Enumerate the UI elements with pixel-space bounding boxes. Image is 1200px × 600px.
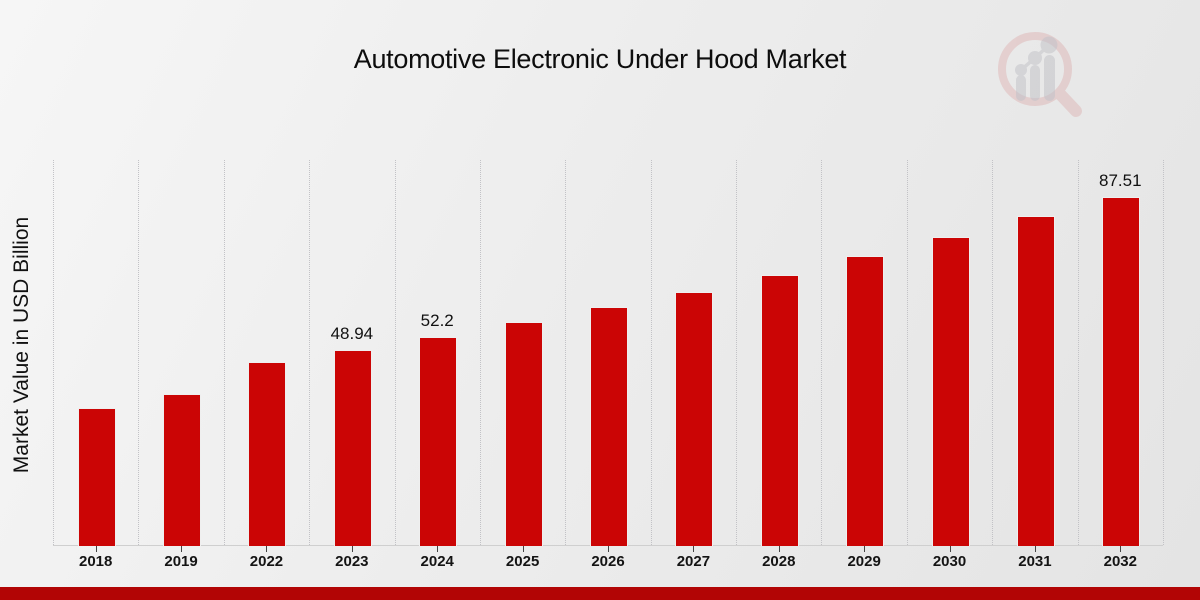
gridline (736, 160, 738, 545)
gridline (906, 160, 908, 545)
bar-2032 (1102, 197, 1141, 546)
x-axis-tick (864, 546, 866, 552)
bar-2022 (248, 362, 287, 546)
bar-2018 (77, 408, 116, 546)
gridline (53, 160, 54, 545)
x-axis-label-2023: 2023 (335, 553, 369, 570)
bar-2026 (590, 307, 628, 546)
x-axis-tick (266, 546, 268, 552)
x-axis-tick (181, 546, 183, 552)
x-axis-tick (693, 546, 695, 552)
x-axis-tick (351, 546, 353, 552)
gridline (138, 160, 140, 545)
x-axis-tick (778, 546, 780, 552)
gridline (992, 160, 994, 545)
x-axis-label-2029: 2029 (847, 553, 881, 570)
x-axis-label-2032: 2032 (1103, 553, 1137, 570)
footer-accent-strip (0, 587, 1200, 600)
x-axis-tick (1034, 546, 1036, 552)
gridline (479, 160, 481, 545)
x-axis-label-2024: 2024 (420, 553, 454, 570)
gridline (1077, 160, 1079, 545)
bar-2019 (163, 394, 202, 546)
chart-title: Automotive Electronic Under Hood Market (353, 44, 847, 74)
bar-value-label-2032: 87.51 (1099, 171, 1142, 190)
x-axis-label-2026: 2026 (591, 553, 625, 570)
bar-2025 (504, 322, 543, 546)
bar-value-label-2023: 48.94 (330, 324, 374, 343)
x-axis-tick (95, 546, 97, 552)
x-axis-tick (437, 546, 439, 552)
y-axis-label: Market Value in USD Billion (10, 216, 33, 474)
x-axis-label-2030: 2030 (932, 553, 967, 570)
bar-2030 (931, 237, 970, 546)
gridline (650, 160, 652, 545)
bar-2028 (760, 275, 799, 546)
x-axis-label-2018: 2018 (79, 553, 113, 570)
bar-2023 (333, 350, 372, 546)
x-axis-label-2031: 2031 (1018, 553, 1052, 570)
bar-2029 (846, 256, 885, 546)
x-axis-label-2022: 2022 (249, 553, 284, 570)
x-axis-label-2028: 2028 (762, 553, 796, 570)
bar-2024 (419, 337, 458, 546)
x-axis-tick (608, 546, 609, 552)
magnifier-bar-chart-logo-icon (998, 32, 1082, 117)
gridline (565, 160, 567, 545)
gridline (223, 160, 225, 545)
x-axis-tick (1120, 546, 1122, 552)
x-axis-label-2027: 2027 (676, 553, 711, 570)
x-axis-label-2025: 2025 (505, 553, 540, 570)
bar-2027 (675, 292, 714, 546)
x-axis-label-2019: 2019 (164, 553, 198, 570)
bar-value-label-2024: 52.2 (420, 311, 454, 330)
gridline (394, 160, 396, 545)
x-axis-tick (949, 546, 951, 552)
gridline (309, 160, 311, 545)
x-axis-tick (522, 546, 524, 552)
gridline (1163, 160, 1164, 545)
gridline (821, 160, 823, 545)
bar-2031 (1016, 216, 1055, 546)
